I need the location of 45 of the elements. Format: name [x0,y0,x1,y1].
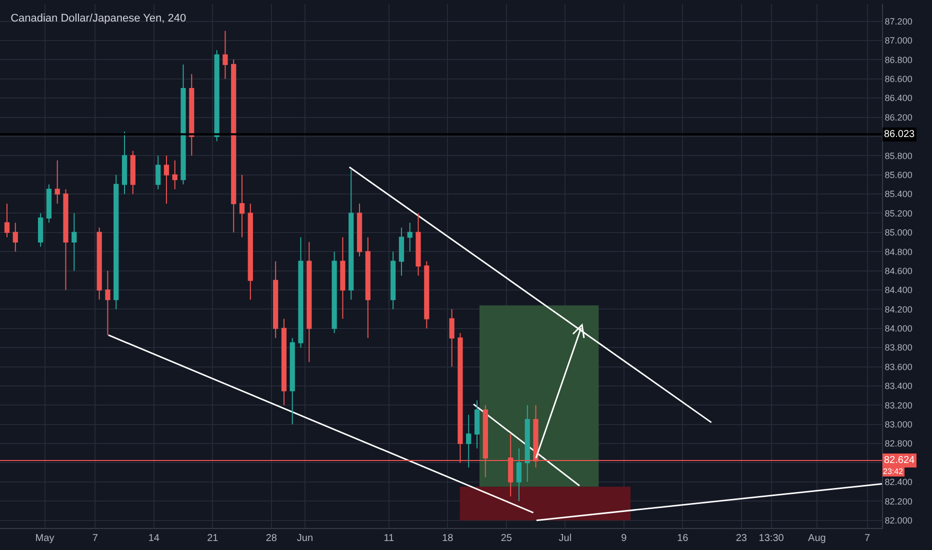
y-tick-label: 85.800 [884,150,912,161]
y-tick-label: 84.800 [884,246,912,257]
x-tick-label: 21 [207,533,219,544]
x-tick-label: Jul [558,533,572,544]
y-tick-label: 86.200 [884,112,912,122]
y-tick-label: 86.600 [884,74,912,84]
x-tick-label: 13:30 [758,533,784,544]
y-tick-label: 82.800 [884,438,912,449]
y-tick-label: 85.400 [884,189,912,200]
y-tick-label: 84.000 [884,324,912,334]
x-tick-label: 9 [621,533,628,544]
text: 23:42 [883,467,904,476]
y-tick-label: 85.200 [884,208,912,218]
y-tick-label: 83.000 [884,420,912,430]
y-tick-label: 82.200 [884,496,912,506]
x-tick-label: 7 [92,533,98,544]
y-tick-label: 87.200 [884,16,912,26]
x-tick-label: May [35,533,54,544]
y-tick-label: 86.400 [884,93,912,104]
x-tick-label: 11 [384,533,395,544]
x-tick-label: 14 [148,533,160,544]
x-tick-label: 25 [500,533,512,544]
x-tick-label: Aug [808,533,826,544]
y-tick-label: 82.000 [884,515,912,526]
x-tick-label: 18 [442,533,454,544]
ref-line-label: 86.023 [884,129,916,140]
ref-line-label: 82.624 [884,455,916,466]
y-tick-label: 83.800 [884,342,912,353]
x-tick-label: 28 [266,533,278,544]
x-tick-label: 7 [864,533,871,544]
x-tick-label: 23 [736,533,748,544]
x-tick-label: Jun [296,533,314,544]
y-tick-label: 85.600 [884,170,912,180]
y-tick-label: 84.200 [884,304,912,314]
y-tick-label: 82.400 [884,477,912,488]
x-tick-label: 16 [677,533,689,544]
y-tick-label: 86.800 [884,54,912,65]
y-tick-label: 84.600 [884,266,912,276]
y-tick-label: 83.600 [884,362,912,372]
y-tick-label: 85.000 [884,228,912,238]
y-tick-label: 83.200 [884,400,912,410]
y-tick-label: 87.000 [884,36,912,46]
y-tick-label: 83.400 [884,381,912,392]
text: Canadian Dollar/Japanese Yen, 240 [10,12,186,24]
y-tick-label: 84.400 [884,285,912,296]
